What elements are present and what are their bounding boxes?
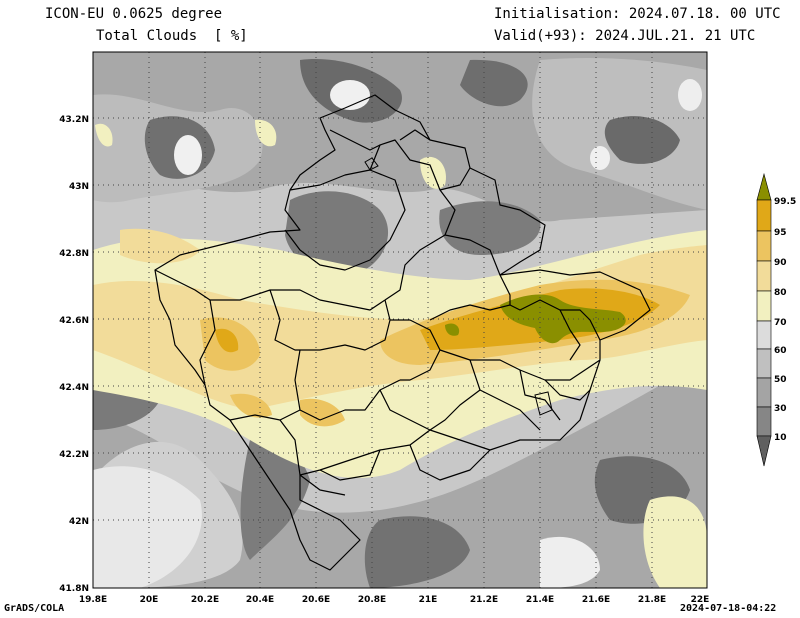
colorbar-bin xyxy=(756,230,772,262)
colorbar-label: 70 xyxy=(774,318,787,328)
colorbar-bin xyxy=(756,406,772,437)
colorbar-label: 95 xyxy=(774,228,787,238)
credit-label: GrADS/COLA xyxy=(4,603,65,614)
colorbar-label: 30 xyxy=(774,404,787,414)
lon-tick: 20.4E xyxy=(246,595,274,605)
colorbar-bin xyxy=(756,320,772,350)
lon-tick: 20.6E xyxy=(302,595,330,605)
lat-tick: 43N xyxy=(69,182,89,192)
lon-tick: 20.2E xyxy=(191,595,219,605)
colorbar-label: 99.5 xyxy=(774,197,796,207)
colorbar-bin xyxy=(756,377,772,408)
colorbar-labels: 99.5 95 90 80 70 60 50 30 10 xyxy=(774,197,796,443)
small-boundaries xyxy=(364,157,553,416)
lat-tick: 42N xyxy=(69,517,89,527)
colorbar-label: 90 xyxy=(774,258,787,268)
colorbar-bin xyxy=(756,348,772,379)
colorbar-label: 10 xyxy=(774,433,787,443)
lon-tick: 20.8E xyxy=(358,595,386,605)
colorbar-top-triangle xyxy=(756,172,772,201)
init-time: Initialisation: 2024.07.18. 00 UTC xyxy=(494,6,781,22)
lon-tick: 20E xyxy=(140,595,159,605)
lat-tick: 42.4N xyxy=(59,383,89,393)
variable-title: Total Clouds [ %] xyxy=(96,28,248,44)
lat-axis: 43.2N 43N 42.8N 42.6N 42.4N 42.2N 42N 41… xyxy=(59,115,89,594)
lon-tick: 22E xyxy=(691,595,710,605)
colorbar-label: 60 xyxy=(774,346,787,356)
colorbar-label: 80 xyxy=(774,288,787,298)
lon-tick: 19.8E xyxy=(79,595,107,605)
lon-tick: 21.2E xyxy=(470,595,498,605)
lon-axis: 19.8E 20E 20.2E 20.4E 20.6E 20.8E 21E 21… xyxy=(79,595,710,605)
timestamp-label: 2024-07-18-04:22 xyxy=(680,603,777,614)
lat-tick: 41.8N xyxy=(59,584,89,594)
valid-time: Valid(+93): 2024.JUL.21. 21 UTC xyxy=(494,28,756,44)
plot-frame xyxy=(92,51,708,589)
lon-tick: 21.4E xyxy=(526,595,554,605)
lon-tick: 21.8E xyxy=(638,595,666,605)
colorbar-bin xyxy=(756,260,772,292)
lon-tick: 21.6E xyxy=(582,595,610,605)
lat-tick: 42.6N xyxy=(59,316,89,326)
colorbar-bin xyxy=(756,290,772,322)
borders xyxy=(154,94,651,571)
lat-tick: 42.2N xyxy=(59,450,89,460)
colorbar xyxy=(756,172,772,467)
model-title: ICON-EU 0.0625 degree xyxy=(45,6,223,22)
lat-tick: 42.8N xyxy=(59,249,89,259)
colorbar-label: 50 xyxy=(774,375,787,385)
lon-tick: 21E xyxy=(419,595,438,605)
colorbar-bottom-triangle xyxy=(756,435,772,467)
colorbar-bin xyxy=(756,199,772,232)
lat-tick: 43.2N xyxy=(59,115,89,125)
cloud-field xyxy=(93,52,707,588)
